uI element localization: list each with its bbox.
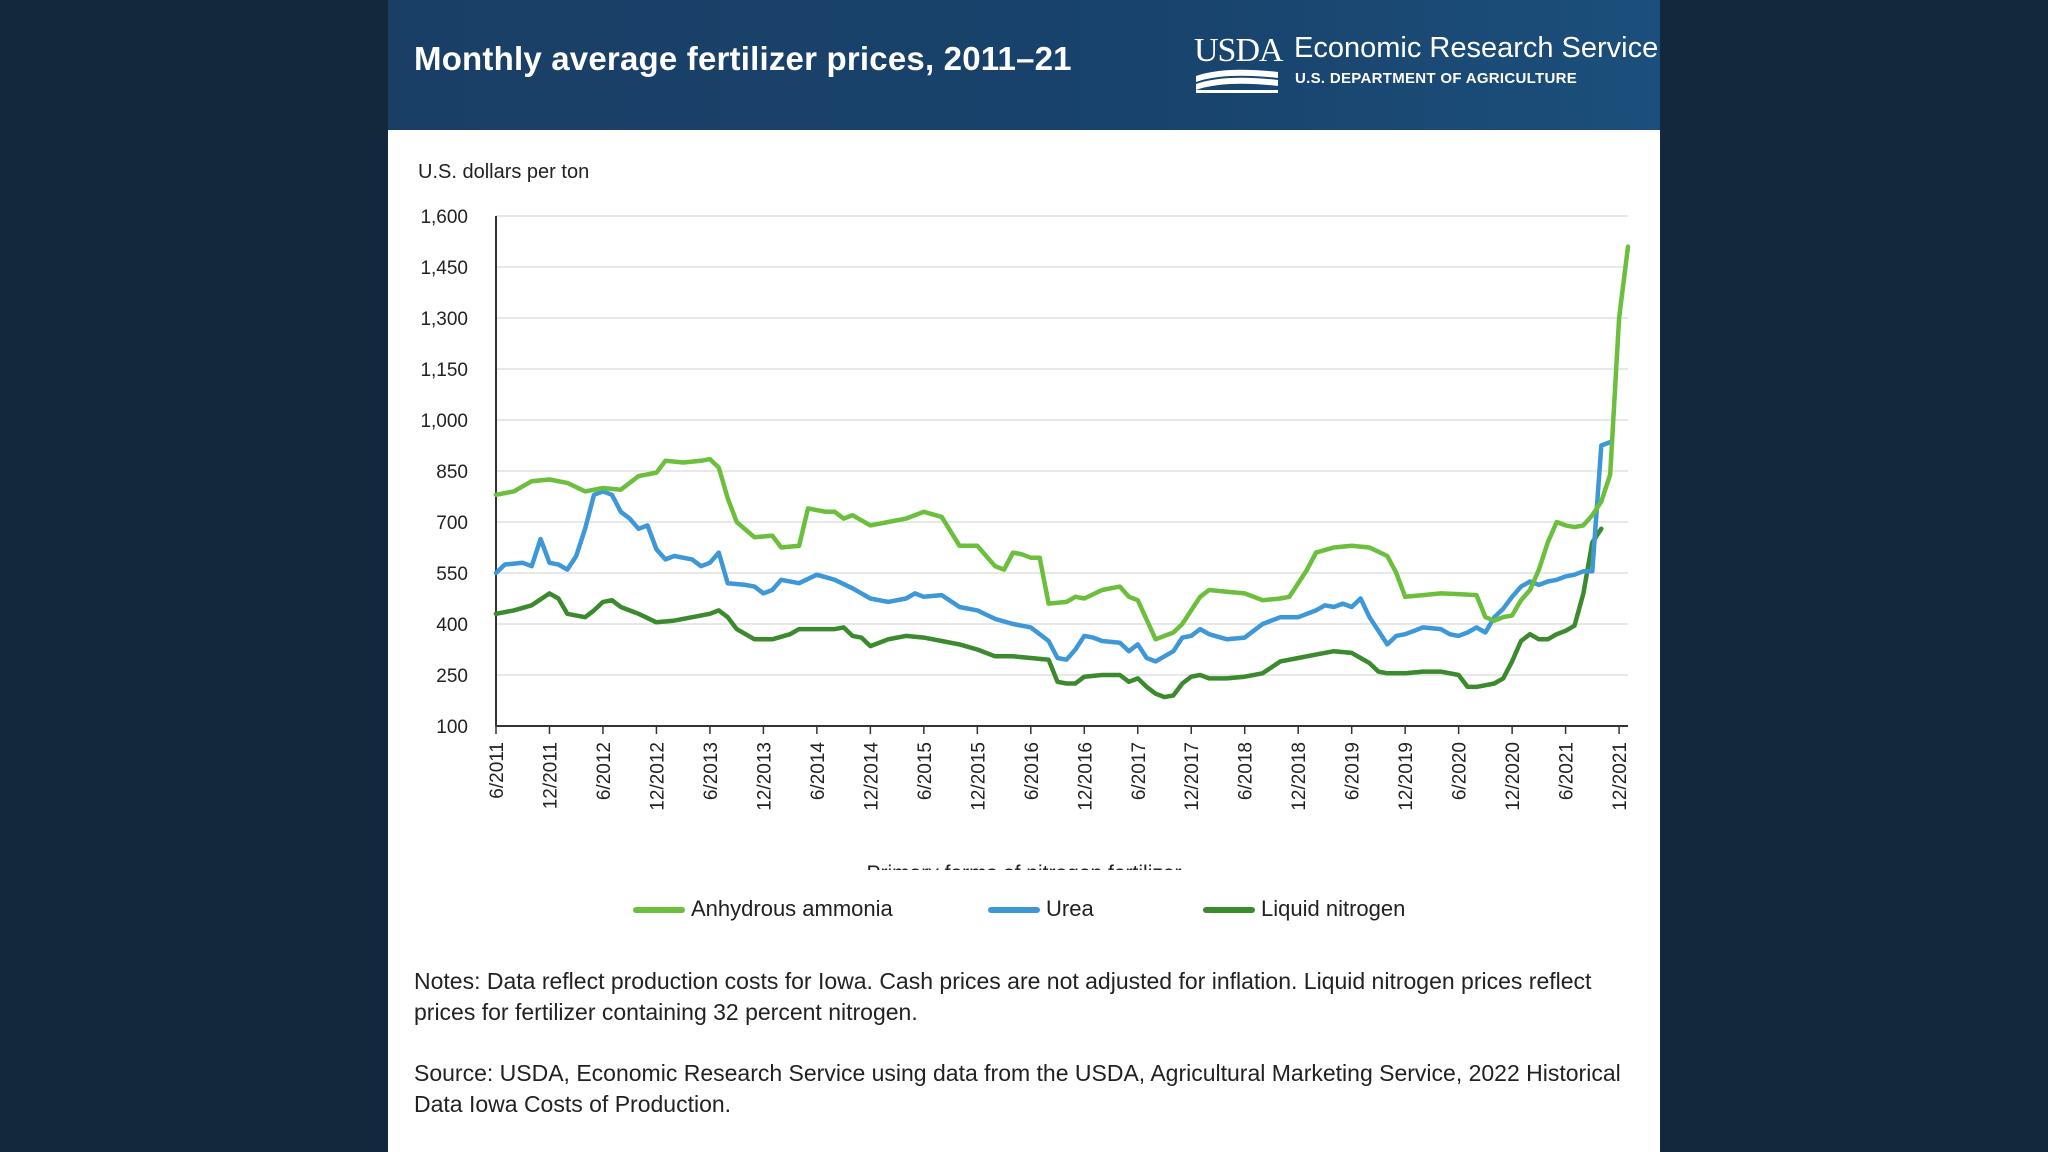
x-tick-label: 6/2018 (1236, 742, 1257, 800)
legend-swatch (988, 907, 1040, 913)
x-axis-label: Primary forms of nitrogen fertilizer (866, 862, 1181, 870)
liquid-nitrogen-line (493, 526, 1604, 700)
x-tick-label: 6/2017 (1129, 742, 1150, 800)
y-tick-label: 1,600 (420, 207, 468, 228)
y-tick-label: 100 (436, 717, 468, 738)
x-tick-label: 12/2012 (647, 742, 668, 811)
x-tick-label: 12/2020 (1503, 742, 1524, 811)
x-tick-label: 12/2021 (1610, 742, 1631, 811)
anhydrous-ammonia-line (493, 244, 1631, 642)
department-name: U.S. DEPARTMENT OF AGRICULTURE (1295, 70, 1578, 87)
x-tick-label: 12/2015 (968, 742, 989, 811)
x-tick-label: 6/2011 (487, 742, 508, 799)
y-axis-ticks: 100 250 400 550 700 850 1,000 1,150 1,300 1,450 1,… (420, 207, 468, 738)
x-tick-label: 12/2014 (861, 742, 882, 811)
y-tick-label: 850 (436, 462, 468, 483)
header-banner: Monthly average fertilizer prices, 2011–… (388, 0, 1660, 130)
chart-card: Monthly average fertilizer prices, 2011–… (388, 0, 1660, 1152)
y-tick-label: 400 (436, 615, 468, 636)
x-tick-label: 12/2018 (1289, 742, 1310, 811)
gridlines (496, 215, 1628, 676)
x-tick-label: 6/2013 (701, 742, 722, 800)
series-lines (493, 244, 1631, 700)
usda-logo-text: USDA (1194, 32, 1284, 69)
line-chart: U.S. dollars per ton 1002504005507008501… (418, 161, 1631, 870)
y-tick-label: 1,150 (420, 360, 468, 381)
legend-label: Urea (1046, 896, 1094, 921)
source-text: Source: USDA, Economic Research Service … (414, 1060, 1621, 1117)
legend: Anhydrous ammonia Urea Liquid nitrogen (388, 894, 1660, 924)
y-axis-label: U.S. dollars per ton (418, 161, 589, 183)
x-tick-label: 6/2021 (1557, 742, 1578, 800)
x-tick-label: 6/2020 (1450, 742, 1471, 800)
x-tick-label: 12/2017 (1182, 742, 1203, 811)
x-tick-label: 12/2019 (1396, 742, 1417, 811)
chart-title: Monthly average fertilizer prices, 2011–… (414, 40, 1072, 77)
x-axis-ticks: 6/2011 12/2011 6/2012 12/2012 6/2013 12/2013 6… (487, 726, 1631, 811)
urea-line (493, 439, 1613, 664)
y-tick-label: 1,300 (420, 309, 468, 330)
y-tick-label: 550 (436, 564, 468, 585)
y-tick-label: 700 (436, 513, 468, 534)
notes-text: Notes: Data reflect production costs for… (414, 968, 1592, 1025)
x-tick-label: 6/2016 (1022, 742, 1043, 800)
y-tick-label: 1,450 (420, 258, 468, 279)
usda-logo: USDA (1194, 32, 1284, 94)
x-tick-label: 12/2016 (1075, 742, 1096, 811)
legend-label: Liquid nitrogen (1261, 896, 1406, 921)
legend-swatch (1203, 907, 1255, 913)
y-tick-label: 1,000 (420, 411, 468, 432)
usda-logo-icon (1196, 69, 1278, 93)
x-tick-label: 6/2014 (808, 742, 829, 801)
x-tick-label: 6/2019 (1343, 742, 1364, 800)
x-tick-label: 6/2015 (915, 742, 936, 800)
x-tick-label: 12/2011 (540, 742, 561, 809)
agency-name: Economic Research Service (1294, 32, 1659, 64)
legend-swatch (633, 907, 685, 913)
legend-label: Anhydrous ammonia (691, 896, 893, 921)
x-tick-label: 12/2013 (754, 742, 775, 811)
x-tick-label: 6/2012 (594, 742, 615, 800)
y-tick-label: 250 (436, 666, 468, 687)
